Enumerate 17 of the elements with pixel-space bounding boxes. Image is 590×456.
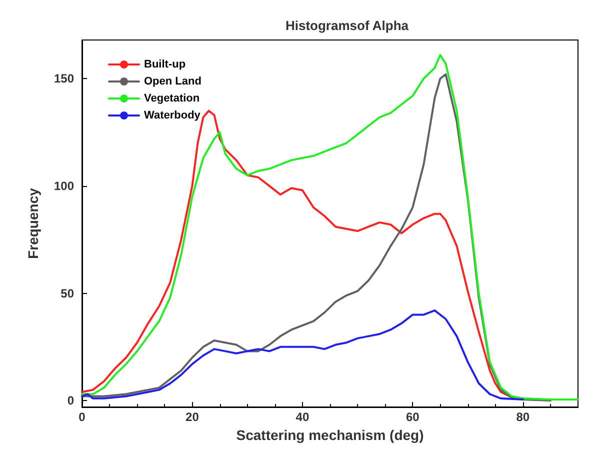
x-tick-label: 80 [516, 410, 530, 424]
y-axis-title: Frequency [25, 188, 41, 259]
x-tick-label: 40 [296, 410, 310, 424]
y-tick-label: 100 [54, 178, 74, 193]
y-tick-label: 50 [60, 286, 74, 300]
chart-title: Histogramsof Alpha [285, 18, 410, 33]
line-series [81, 309, 524, 400]
y-tick-label: 150 [54, 72, 74, 86]
x-axis-title: Scattering mechanism (deg) [236, 426, 424, 443]
legend-label: Open Land [144, 76, 202, 88]
x-tick-label: 20 [186, 410, 200, 424]
y-tick-label: 0 [67, 394, 74, 408]
legend-label: Waterbody [144, 110, 202, 122]
x-tick-label: 0 [78, 410, 86, 424]
x-tick-label: 60 [406, 410, 420, 424]
legend-label: Vegetation [144, 92, 200, 104]
legend-label: Built-up [144, 58, 186, 70]
